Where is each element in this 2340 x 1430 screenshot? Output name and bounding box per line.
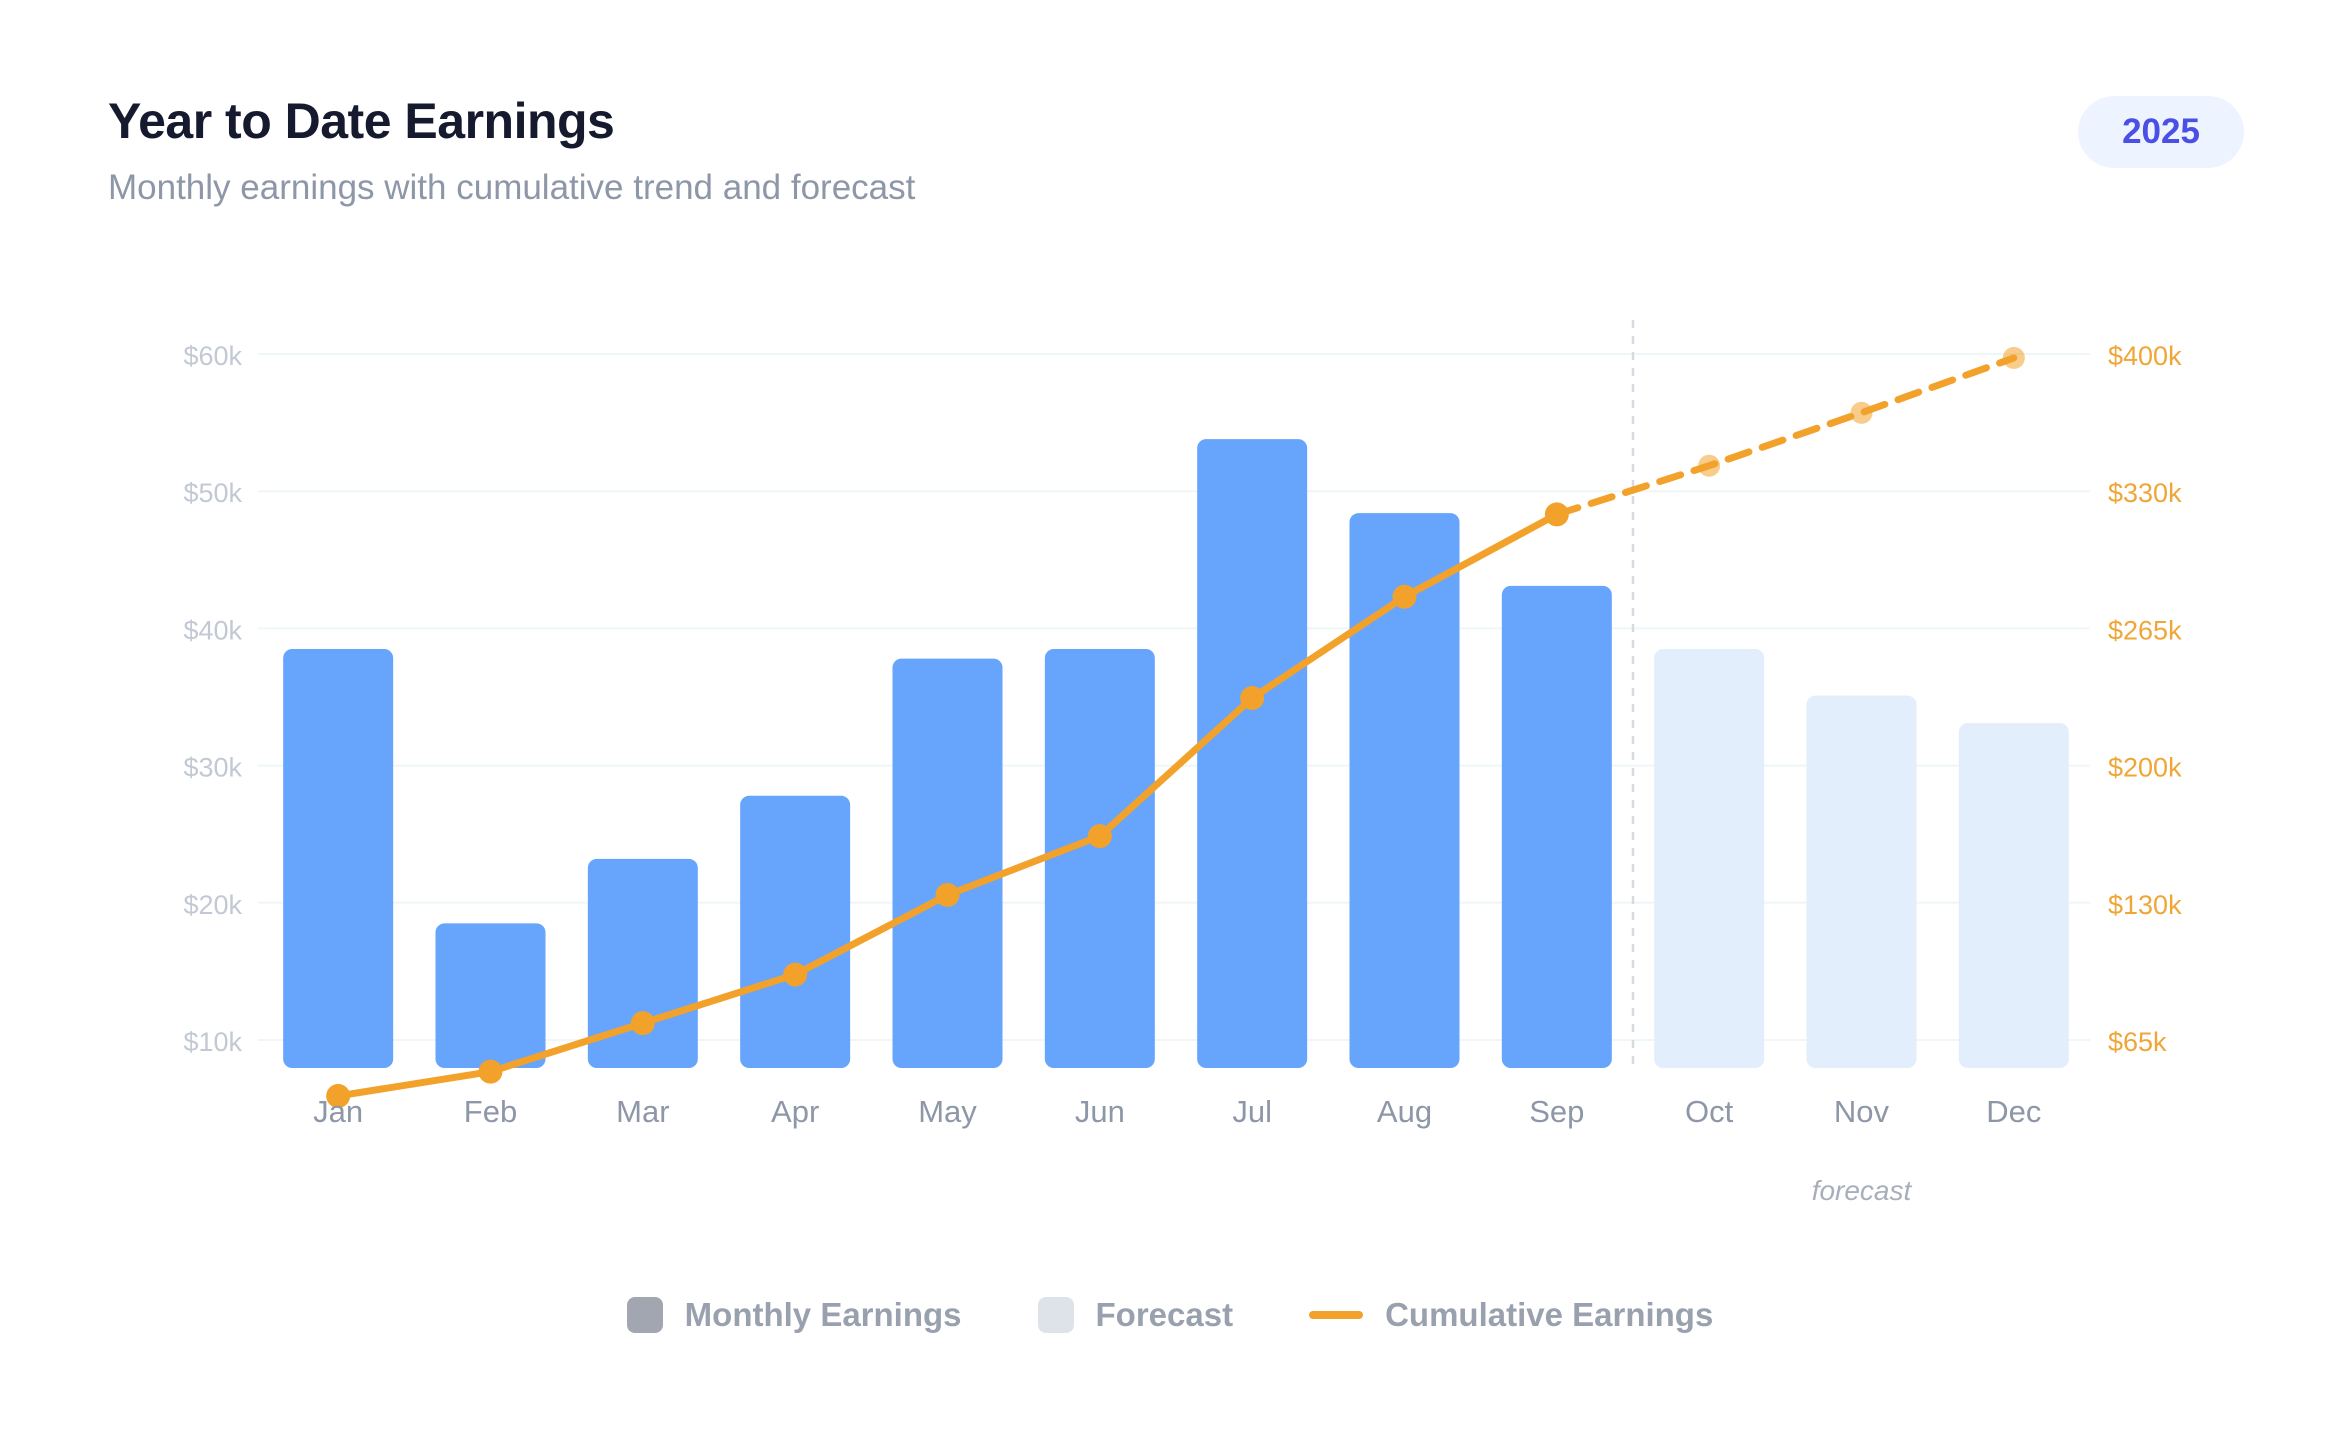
month-label: May: [918, 1094, 977, 1129]
cumulative-point: [1544, 502, 1569, 527]
legend-item-monthly-earnings[interactable]: Monthly Earnings: [626, 1296, 962, 1334]
axes: $10k $65k $20k $130k $30k $200k $40k $265k $50k $…: [183, 341, 2182, 1206]
cumulative-line: [326, 346, 2025, 1108]
legend-swatch-forecast: [1037, 1297, 1074, 1333]
month-label: Aug: [1377, 1094, 1432, 1129]
month-label: Feb: [464, 1094, 517, 1129]
right-tick-label: $65k: [2108, 1027, 2167, 1057]
month-label: Apr: [771, 1094, 819, 1129]
cumulative-point: [935, 882, 960, 907]
forecast-caption: forecast: [1812, 1175, 1913, 1206]
bars: [283, 439, 2069, 1069]
chart-subtitle: Monthly earnings with cumulative trend a…: [108, 168, 916, 207]
month-label: Jan: [313, 1094, 363, 1129]
month-label: Oct: [1685, 1094, 1734, 1129]
cumulative-point-forecast: [1698, 454, 1721, 477]
right-tick-label: $130k: [2108, 890, 2182, 920]
legend-label-cumulative: Cumulative Earnings: [1385, 1296, 1714, 1333]
right-tick-label: $330k: [2108, 478, 2182, 508]
left-tick-label: $40k: [183, 615, 242, 645]
cumulative-point: [1392, 584, 1417, 609]
cumulative-point: [478, 1059, 503, 1084]
right-tick-label: $265k: [2108, 615, 2182, 645]
earnings-chart: $10k $65k $20k $130k $30k $200k $40k $265k $50k $…: [183, 320, 2182, 1206]
forecast-bar: [1958, 723, 2069, 1068]
cumulative-point-forecast: [1850, 401, 1873, 424]
month-label: Jul: [1232, 1094, 1272, 1129]
legend-label-forecast: Forecast: [1095, 1296, 1234, 1333]
cumulative-point: [1087, 824, 1112, 849]
cumulative-point: [326, 1083, 351, 1108]
left-tick-label: $30k: [183, 753, 242, 783]
left-tick-label: $10k: [183, 1027, 242, 1057]
cumulative-line-forecast: [1553, 354, 2018, 518]
gridlines: [258, 320, 2090, 1070]
chart-title: Year to Date Earnings: [108, 93, 615, 149]
legend-item-cumulative-earnings[interactable]: Cumulative Earnings: [1309, 1296, 1713, 1334]
cumulative-point: [1240, 686, 1265, 711]
cumulative-point-forecast: [2002, 346, 2025, 369]
monthly-bar: [892, 658, 1003, 1068]
right-tick-label: $400k: [2108, 341, 2182, 371]
legend-swatch-cumulative: [1309, 1311, 1364, 1319]
legend-item-forecast[interactable]: Forecast: [1037, 1296, 1234, 1334]
month-label: Jun: [1075, 1094, 1125, 1129]
month-label: Nov: [1834, 1094, 1890, 1129]
monthly-bar: [1044, 648, 1155, 1068]
cumulative-point: [783, 962, 808, 987]
chart-legend: Monthly Earnings Forecast Cumulative Ear…: [0, 1296, 2340, 1334]
monthly-bar: [283, 648, 394, 1068]
right-tick-label: $200k: [2108, 753, 2182, 783]
year-badge[interactable]: 2025: [2078, 96, 2244, 168]
legend-swatch-monthly: [626, 1297, 663, 1333]
forecast-bar: [1806, 695, 1917, 1068]
monthly-bar: [1501, 585, 1612, 1068]
month-label: Sep: [1529, 1094, 1584, 1129]
monthly-bar: [1349, 513, 1460, 1068]
left-tick-label: $50k: [183, 478, 242, 508]
cumulative-point: [630, 1011, 655, 1036]
forecast-bar: [1654, 648, 1765, 1068]
monthly-bar: [740, 795, 851, 1068]
monthly-bar: [435, 923, 546, 1068]
left-tick-label: $60k: [183, 341, 242, 371]
left-tick-label: $20k: [183, 890, 242, 920]
month-label: Dec: [1986, 1094, 2041, 1129]
monthly-bar: [1197, 439, 1308, 1069]
legend-label-monthly: Monthly Earnings: [684, 1296, 962, 1333]
month-label: Mar: [616, 1094, 669, 1129]
